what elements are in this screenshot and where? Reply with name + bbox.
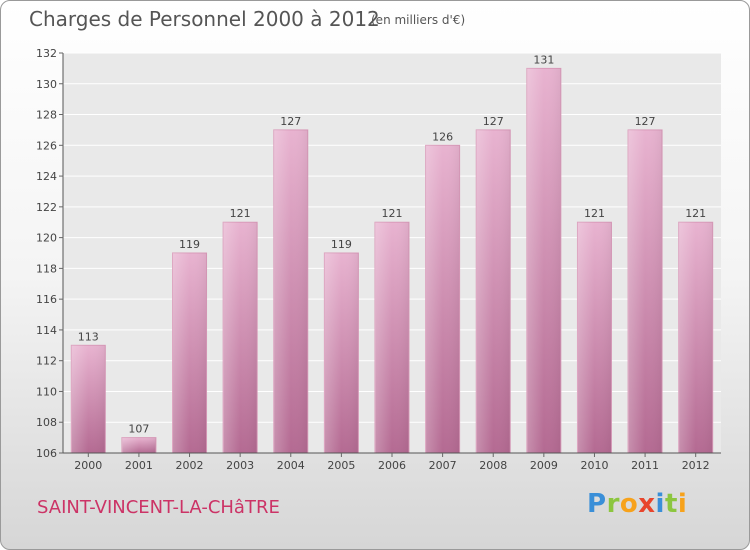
x-tick-label: 2006 [378,459,406,472]
y-tick-label: 132 [36,47,57,60]
logo-letter: i [655,489,665,519]
y-tick-label: 112 [36,355,57,368]
bar-shade [628,129,663,453]
y-tick-label: 130 [36,78,57,91]
x-tick-label: 2001 [125,459,153,472]
x-tick-label: 2008 [479,459,507,472]
y-axis-labels: 106 108 110 112 114 116 118 120 122 124 126 128 130 1… [36,47,63,460]
value-label: 131 [533,53,554,66]
logo-letter: t [664,489,678,519]
value-label: 126 [432,130,453,143]
x-tick-label: 2002 [176,459,204,472]
bar-shade [223,222,258,453]
bar-shade [273,129,308,453]
bar-shade [678,222,713,453]
bar-shade [526,68,561,453]
value-label: 127 [280,115,301,128]
x-tick-label: 2009 [530,459,558,472]
y-tick-label: 116 [36,293,57,306]
logo-letter: x [638,489,656,519]
y-tick-label: 106 [36,447,57,460]
value-labels: 113 107 119 121 127 119 121 126 127 131 121 127 121 [78,53,706,435]
value-label: 119 [331,238,352,251]
chart-subtitle: (en milliers d'€) [371,13,466,27]
y-tick-label: 108 [36,416,57,429]
x-tick-label: 2003 [226,459,254,472]
value-label: 121 [685,207,706,220]
value-label: 127 [635,115,656,128]
y-tick-label: 118 [36,262,57,275]
value-label: 121 [230,207,251,220]
bar-shade [476,129,511,453]
bars [70,67,714,454]
y-tick-label: 124 [36,170,57,183]
x-tick-label: 2007 [429,459,457,472]
y-tick-label: 114 [36,324,57,337]
logo-letter: i [677,489,688,519]
bar-shade [425,145,460,454]
x-tick-label: 2000 [74,459,102,472]
logo-letter: P [587,489,607,519]
x-tick-label: 2004 [277,459,305,472]
value-label: 121 [584,207,605,220]
y-tick-label: 120 [36,232,57,245]
x-tick-label: 2005 [327,459,355,472]
y-tick-label: 122 [36,201,57,214]
bar-shade [577,222,612,453]
value-label: 127 [483,115,504,128]
x-tick-label: 2010 [580,459,608,472]
bar-shade [324,253,359,453]
proxiti-logo[interactable]: Proxiti [587,489,687,519]
logo-letter: r [606,489,620,519]
y-tick-label: 126 [36,139,57,152]
x-axis-labels: 2000 2001 2002 2003 2004 2005 2006 2007 2008 2009… [74,453,710,472]
value-label: 121 [382,207,403,220]
bar-shade [121,437,156,453]
bar-shade [71,345,106,453]
y-tick-label: 128 [36,109,57,122]
y-tick-label: 110 [36,385,57,398]
commune-name: SAINT-VINCENT-LA-CHâTRE [37,497,280,518]
bar-shade [172,253,207,453]
logo-letter: o [619,489,639,519]
bar-shade [375,222,409,453]
x-tick-label: 2012 [682,459,710,472]
x-tick-label: 2011 [631,459,659,472]
value-label: 119 [179,238,200,251]
value-label: 107 [128,423,149,436]
chart-title: Charges de Personnel 2000 à 2012 [29,7,380,31]
value-label: 113 [78,330,99,343]
